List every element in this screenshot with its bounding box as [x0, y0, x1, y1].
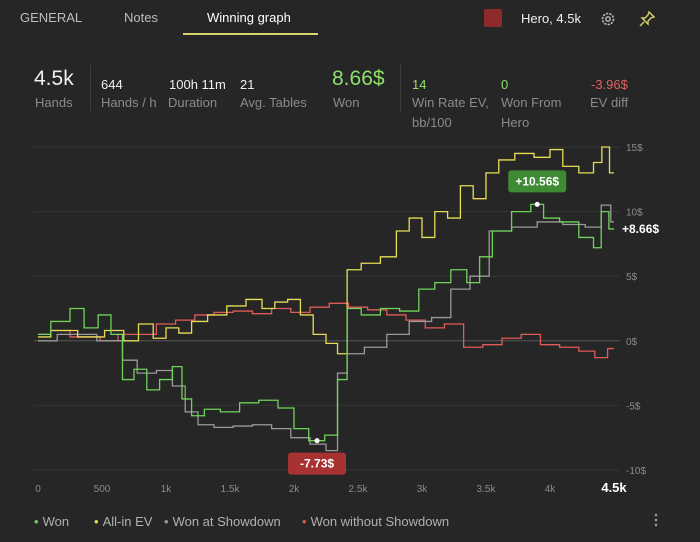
y-tick-label: -10$: [626, 466, 646, 477]
win-rate-ev-label: Win Rate EV, bb/100: [412, 93, 489, 133]
y-tick-label: 15$: [626, 143, 643, 154]
legend-dot: •: [302, 514, 307, 529]
x-tick-label: 3k: [417, 484, 429, 495]
end-value-label: +8.66$: [622, 222, 659, 236]
ev-diff-value: -3.96$: [591, 77, 628, 92]
won-label: Won: [333, 95, 360, 110]
legend-item-all-in-ev[interactable]: • All-in EV: [94, 514, 152, 529]
hands-per-hour-value: 644: [101, 77, 123, 92]
legend-label: Won without Showdown: [310, 514, 450, 529]
winning-graph-chart[interactable]: 15$ 10$ 5$ 0$ -5$ -10$ 0 500 1k 1.5k 2k 2.5k 3k 3.5k 4…: [0, 140, 700, 500]
y-tick-label: 5$: [626, 272, 638, 283]
series-line-won: [38, 203, 614, 442]
x-tick-label: 1k: [161, 484, 173, 495]
annotation-point: [314, 438, 320, 444]
y-tick-label: 0$: [626, 337, 638, 348]
legend-item-won[interactable]: • Won: [34, 514, 69, 529]
pin-icon[interactable]: [638, 10, 656, 28]
legend-dot: •: [94, 514, 99, 529]
gear-icon[interactable]: [599, 10, 617, 28]
y-tick-label: 10$: [626, 208, 643, 219]
legend-item-won-at-showdown[interactable]: • Won at Showdown: [164, 514, 281, 529]
won-from-hero-label-line1: Won From: [501, 95, 562, 110]
won-from-hero-label-line2: Hero: [501, 115, 530, 130]
tab-notes[interactable]: Notes: [124, 10, 158, 25]
tab-bar: GENERAL Notes Winning graph Hero, 4.5k: [0, 0, 700, 36]
hero-color-badge: [484, 9, 502, 27]
duration-label: Duration: [168, 95, 218, 110]
x-tick-label: 2.5k: [349, 484, 369, 495]
x-tick-label: 0: [35, 484, 41, 495]
stats-divider: [400, 65, 401, 111]
more-vertical-icon[interactable]: [651, 512, 661, 528]
annotation-badge: [508, 170, 567, 193]
tab-general[interactable]: GENERAL: [20, 10, 83, 25]
duration-value: 100h 11m: [169, 77, 226, 92]
win-rate-ev-label-line2: bb/100: [412, 115, 452, 130]
ev-diff-label: EV diff: [590, 95, 629, 110]
x-tick-label: 500: [94, 484, 111, 495]
legend-item-won-without-showdown[interactable]: • Won without Showdown: [302, 514, 449, 529]
hands-per-hour-label: Hands / h: [101, 95, 157, 110]
x-tick-label: 2k: [289, 484, 301, 495]
y-tick-label: -5$: [626, 401, 641, 412]
hands-label: Hands: [35, 95, 73, 110]
legend-label: Won at Showdown: [172, 514, 281, 529]
active-tab-indicator: [183, 33, 318, 35]
series-line-won-at-showdown: [38, 204, 614, 452]
x-tick-label: 4k: [545, 484, 557, 495]
legend-label: Won: [42, 514, 70, 529]
annotation-label: +10.56$: [515, 174, 559, 188]
legend-label: All-in EV: [102, 514, 153, 529]
won-from-hero-label: Won From Hero: [501, 93, 561, 133]
annotation-point: [534, 201, 540, 207]
hero-label[interactable]: Hero, 4.5k: [521, 11, 581, 26]
avg-tables-value: 21: [240, 77, 255, 92]
win-rate-ev-label-line1: Win Rate EV,: [412, 95, 489, 110]
stats-divider: [90, 65, 91, 111]
annotation-label: -7.73$: [300, 457, 334, 471]
x-tick-label: 1.5k: [221, 484, 241, 495]
annotation-badge: [288, 452, 347, 475]
won-from-hero-value: 0: [501, 77, 509, 92]
hands-value: 4.5k: [34, 67, 74, 90]
tab-winning-graph[interactable]: Winning graph: [207, 10, 291, 25]
x-tick-label: 4.5k: [601, 480, 627, 495]
x-tick-label: 3.5k: [477, 484, 497, 495]
win-rate-ev-value: 14: [412, 77, 427, 92]
legend-dot: •: [164, 514, 169, 529]
avg-tables-label: Avg. Tables: [240, 95, 307, 110]
legend-dot: •: [34, 514, 39, 529]
won-value: 8.66$: [332, 67, 385, 90]
